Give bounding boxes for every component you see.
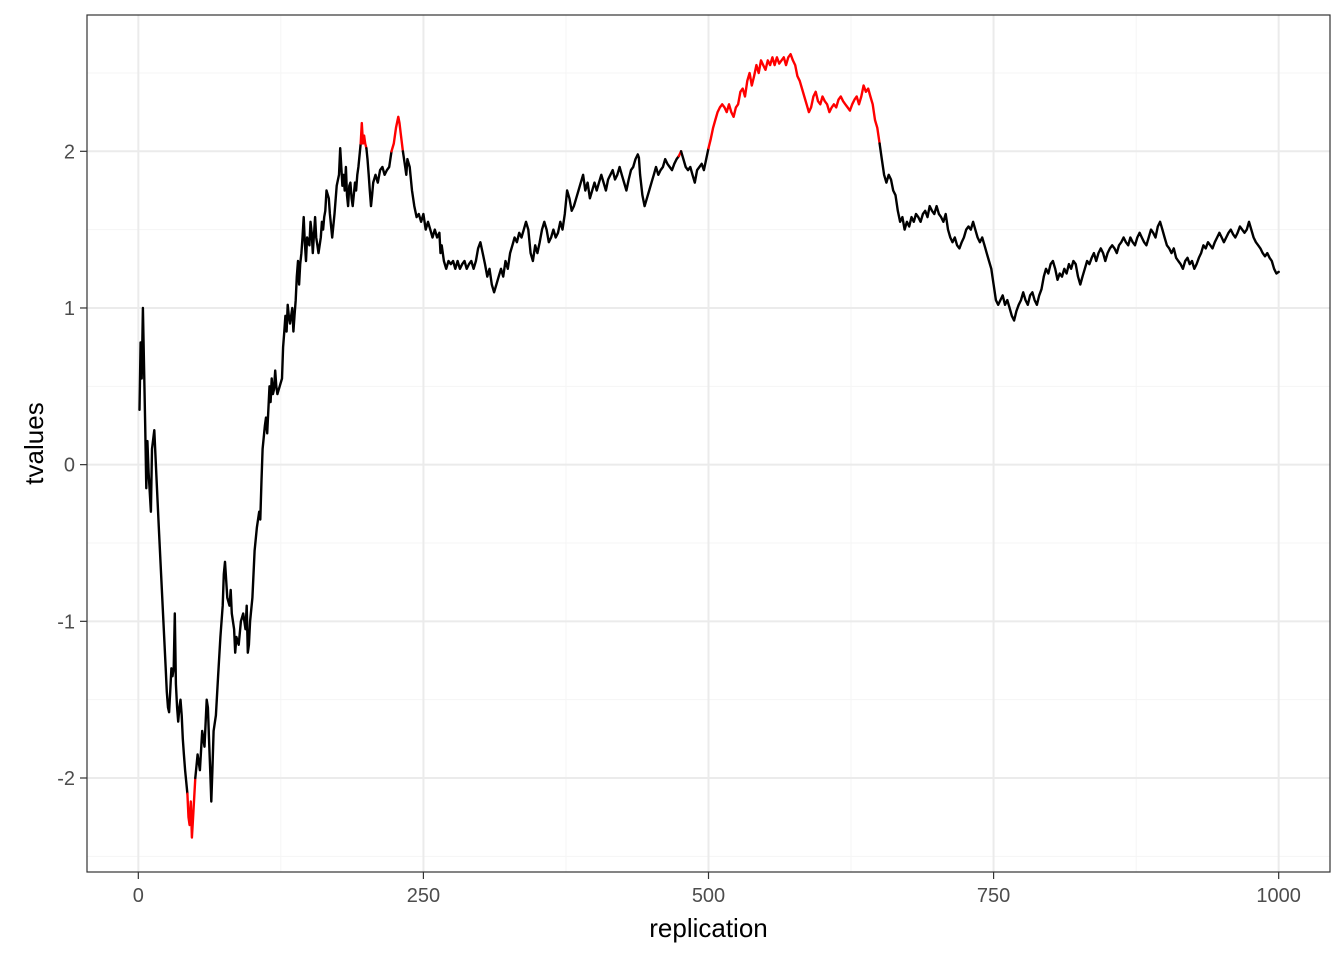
x-axis: 0 250 500 750 1000	[133, 872, 1301, 907]
series-layer	[138, 53, 1280, 839]
y-axis: -2 -1 0 1 2	[57, 141, 87, 790]
x-tick-label: 750	[977, 885, 1010, 907]
x-tick-label: 1000	[1256, 885, 1301, 907]
y-tick-label: 2	[64, 141, 75, 163]
series-line	[138, 306, 189, 795]
y-tick-label: -1	[57, 611, 75, 633]
y-tick-label: 0	[64, 455, 75, 477]
x-axis-title: replication	[649, 913, 768, 943]
series-line-significant	[707, 53, 881, 150]
series-line	[679, 146, 710, 184]
y-axis-title: tvalues	[19, 402, 49, 484]
y-tick-label: -2	[57, 768, 75, 790]
series-line	[365, 146, 393, 208]
series-line-significant	[359, 121, 368, 150]
series-line	[401, 150, 681, 294]
y-tick-label: 1	[64, 298, 75, 320]
x-tick-label: 250	[407, 885, 440, 907]
series-line-significant	[186, 776, 197, 839]
series-line	[194, 142, 362, 803]
x-tick-label: 0	[133, 885, 144, 907]
series-line-significant	[390, 115, 405, 153]
x-tick-label: 500	[692, 885, 725, 907]
series-line	[878, 142, 1280, 322]
